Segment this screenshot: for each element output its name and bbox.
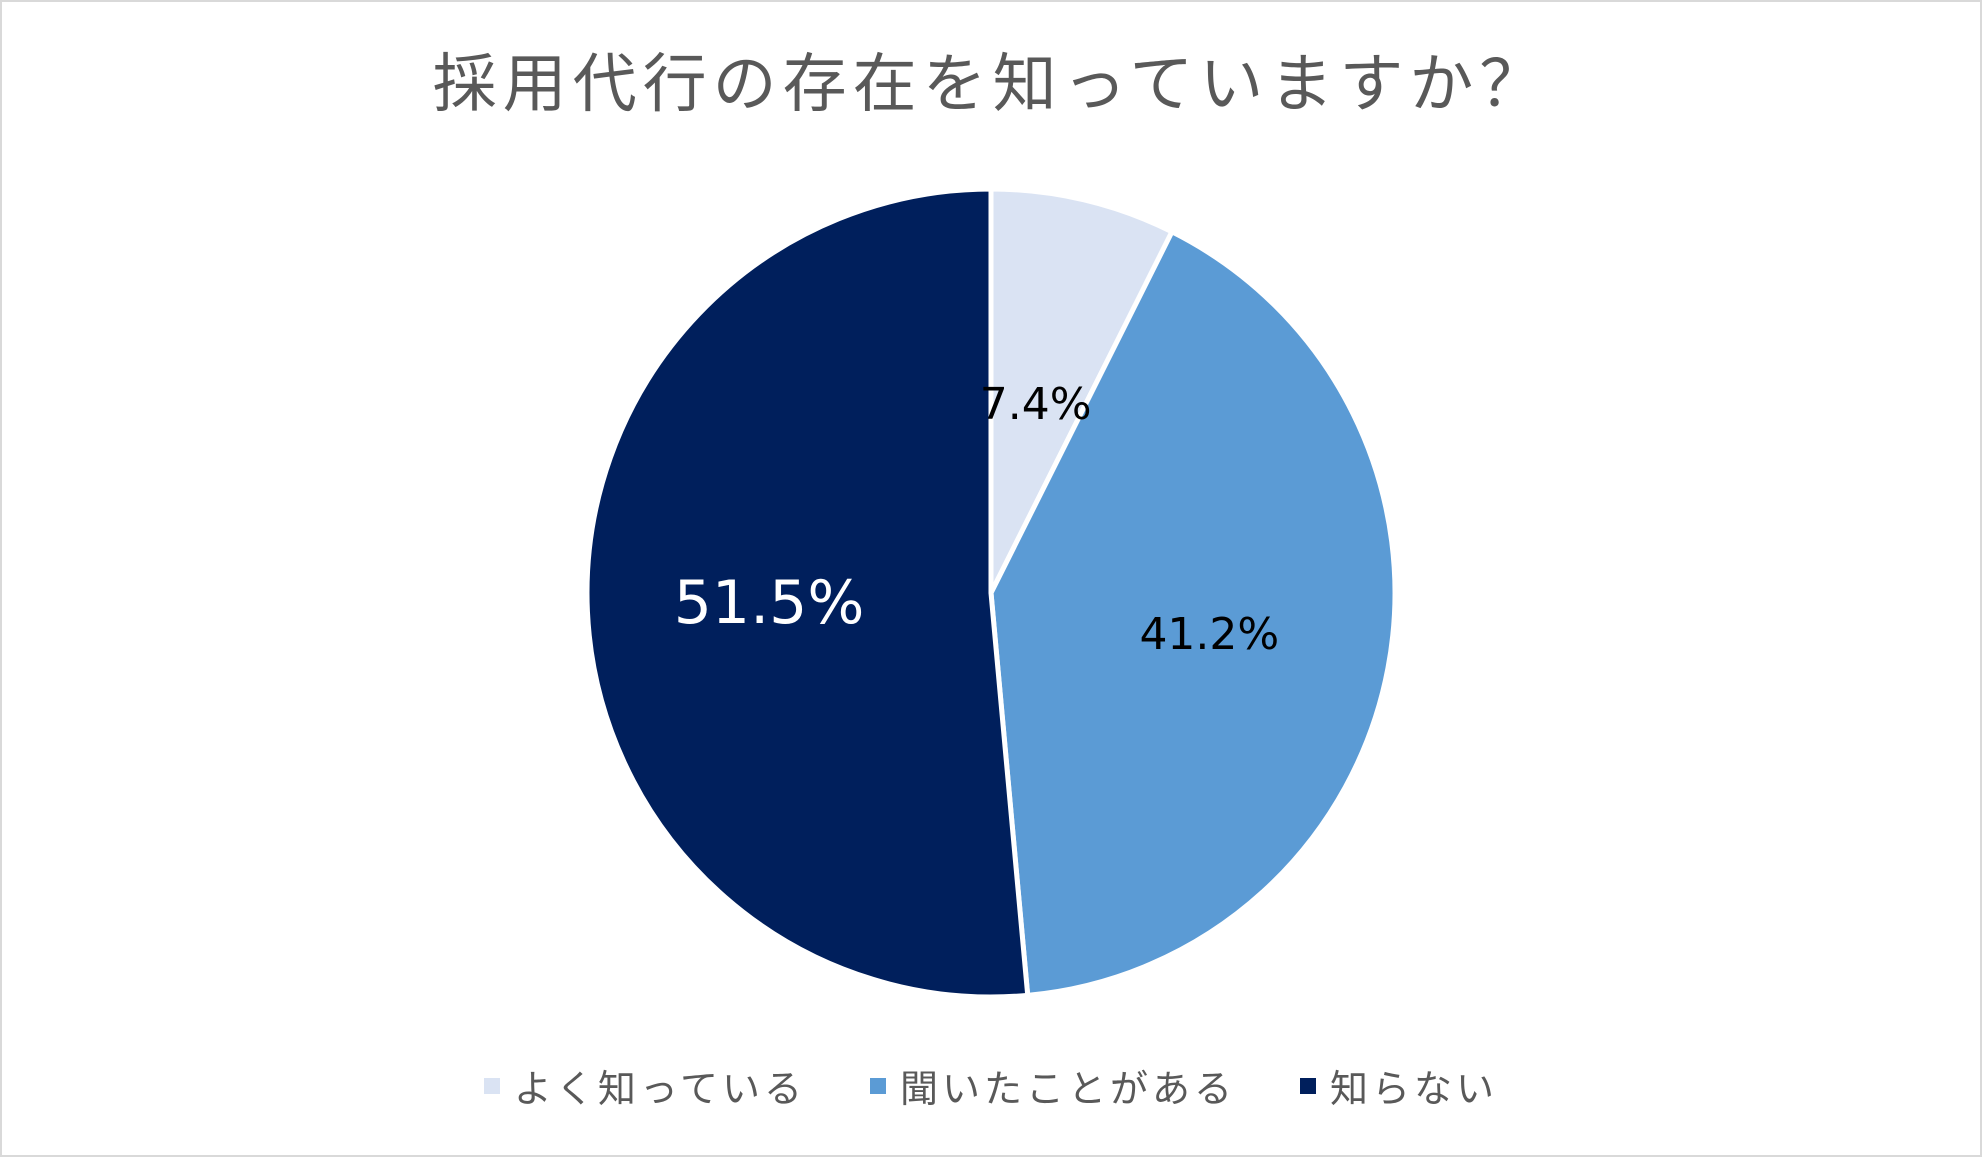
data-label-shiranai: 51.5% [674,568,865,638]
slice-kiita-koto-ga-aru [988,229,1398,998]
legend-swatch [483,1077,500,1094]
data-label-yoku-shitteiru: 7.4% [980,379,1092,430]
pie-slices [584,186,1398,1000]
slice-yoku-shitteiru [988,186,1175,596]
legend-item-yoku-shitteiru: よく知っている [483,1058,807,1113]
slice-shiranai [584,186,1031,1000]
legend-label: よく知っている [513,1067,807,1111]
legend-label: 聞いたことがある [900,1067,1237,1111]
legend-swatch [1300,1077,1317,1094]
legend: よく知っている 聞いたことがある 知らない [0,1058,1982,1113]
legend-swatch [870,1077,887,1094]
chart-title: 採用代行の存在を知っていますか？ [432,48,1550,122]
data-label-kiita-koto-ga-aru: 41.2% [1139,609,1279,660]
legend-label: 知らない [1330,1067,1499,1111]
pie-data-labels: 7.4% 41.2% 51.5% [674,379,1280,660]
legend-item-kiita-koto-ga-aru: 聞いたことがある [870,1058,1236,1113]
legend-item-shiranai: 知らない [1300,1058,1498,1113]
